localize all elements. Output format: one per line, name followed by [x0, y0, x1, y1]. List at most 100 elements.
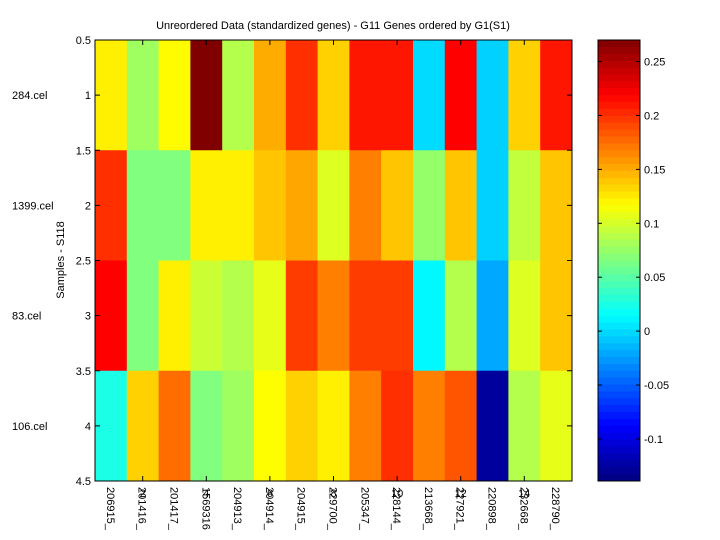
heatmap-cell	[349, 40, 382, 151]
colorbar-swatch	[598, 274, 640, 282]
colorbar-tick-label: 0.05	[644, 272, 665, 284]
colorbar-swatch	[598, 315, 640, 324]
colorbar-swatch	[598, 460, 640, 468]
heatmap-cell	[349, 150, 382, 261]
heatmap-cell	[413, 370, 446, 482]
heatmap-cell	[95, 40, 128, 151]
heatmap-cell	[381, 370, 414, 482]
column-label: 201416_	[136, 487, 148, 531]
heatmap-cell	[222, 260, 255, 372]
y-axis: 0.5 1 1.5 2 2.5 3 3.5 4 4.5	[76, 35, 572, 488]
heatmap-cell	[476, 370, 509, 482]
heatmap-cell	[158, 370, 191, 482]
colorbar-swatch	[598, 177, 640, 186]
colorbar-tick-label: 0.1	[644, 218, 659, 230]
colorbar: -0.1 -0.05 0 0.05 0.1 0.15 0.2 0.25	[597, 39, 669, 482]
colorbar-swatch	[598, 350, 640, 358]
colorbar-swatch	[598, 212, 640, 220]
column-label: 204914_	[263, 487, 275, 531]
heatmap-cell	[254, 370, 287, 482]
colorbar-swatch	[598, 301, 640, 310]
heatmap-cell	[126, 40, 160, 151]
colorbar-swatch	[598, 356, 640, 365]
colorbar-swatch	[598, 102, 640, 110]
colorbar-swatch	[598, 53, 640, 62]
column-label: 213668_	[422, 487, 434, 531]
colorbar-swatch	[598, 398, 640, 406]
colorbar-swatch	[598, 308, 640, 317]
colorbar-swatch	[598, 467, 640, 475]
column-label: 228790_	[549, 487, 561, 531]
heatmap-cell	[476, 260, 509, 372]
colorbar-swatch	[598, 432, 640, 441]
x-tick-label: 12	[455, 488, 467, 500]
y-tick-label: 1.5	[76, 145, 91, 157]
colorbar-swatch	[598, 246, 640, 255]
chart-title: Unreordered Data (standardized genes) - …	[156, 20, 510, 32]
heatmap-cell	[508, 150, 541, 261]
heatmap-cell	[508, 370, 541, 482]
row-label: 106.cel	[12, 421, 47, 433]
colorbar-swatch	[598, 439, 640, 448]
colorbar-swatch	[598, 363, 640, 372]
heatmap-cell	[222, 40, 255, 151]
y-tick-label: 2.5	[76, 256, 91, 268]
colorbar-frame	[597, 39, 641, 482]
x-tick-label: 6	[267, 488, 273, 500]
heatmap-cell	[285, 370, 319, 482]
colorbar-swatch	[598, 60, 640, 69]
colorbar-tick-label: -0.05	[644, 380, 669, 392]
colorbar-swatch	[598, 115, 640, 124]
column-label: 229700_	[327, 487, 339, 531]
heatmap-cell	[413, 260, 446, 372]
colorbar-swatch	[598, 81, 640, 89]
x-tick-label: 2	[140, 488, 146, 500]
colorbar-swatch	[598, 143, 640, 151]
x-axis: 2 4 6 8 10 12 14	[140, 40, 530, 500]
heatmap-cell	[95, 260, 128, 372]
colorbar-swatch	[598, 129, 640, 137]
colorbar-swatch	[598, 219, 640, 227]
colorbar-swatch	[598, 267, 640, 275]
row-label: 284.cel	[12, 90, 47, 102]
colorbar-swatch	[598, 184, 640, 193]
column-label: 205347_	[358, 487, 370, 531]
colorbar-tick-label: 0.25	[644, 57, 665, 69]
heatmap-cell	[126, 370, 160, 482]
heatmap-cell	[349, 260, 382, 372]
column-label: 220898_	[486, 487, 498, 531]
colorbar-swatch	[598, 170, 640, 179]
heatmap-cells	[95, 40, 573, 482]
x-tick-label: 4	[203, 488, 209, 500]
heatmap-cell	[317, 260, 350, 372]
colorbar-swatch	[598, 95, 640, 103]
colorbar-swatch	[598, 157, 640, 165]
y-tick-label: 4	[85, 421, 91, 433]
heatmap-cell	[317, 40, 350, 151]
heatmap-cell	[444, 150, 478, 261]
column-label: 228144_	[390, 487, 402, 531]
colorbar-swatch	[598, 150, 640, 158]
x-tick-label: 10	[391, 488, 403, 500]
colorbar-tick-label: -0.1	[644, 434, 663, 446]
colorbar-swatch	[598, 46, 640, 55]
colorbar-swatch	[598, 122, 640, 131]
y-tick-label: 2	[85, 200, 91, 212]
heatmap-cell	[158, 260, 191, 372]
colorbar-swatch	[598, 260, 640, 268]
heatmap-cell	[413, 40, 446, 151]
heatmap-cell	[317, 370, 350, 482]
heatmap-cell	[254, 260, 287, 372]
heatmap-cell	[444, 40, 478, 151]
colorbar-swatch	[598, 405, 640, 413]
colorbar-swatch	[598, 74, 640, 82]
colorbar-swatch	[598, 164, 640, 172]
heatmap-cell	[158, 150, 191, 261]
colorbar-swatch	[598, 370, 640, 379]
heatmap-cell	[285, 260, 319, 372]
heatmap-cell	[285, 150, 319, 261]
column-label: 232668_	[517, 487, 529, 531]
y-tick-label: 3	[85, 311, 91, 323]
heatmap-cell	[317, 150, 350, 261]
